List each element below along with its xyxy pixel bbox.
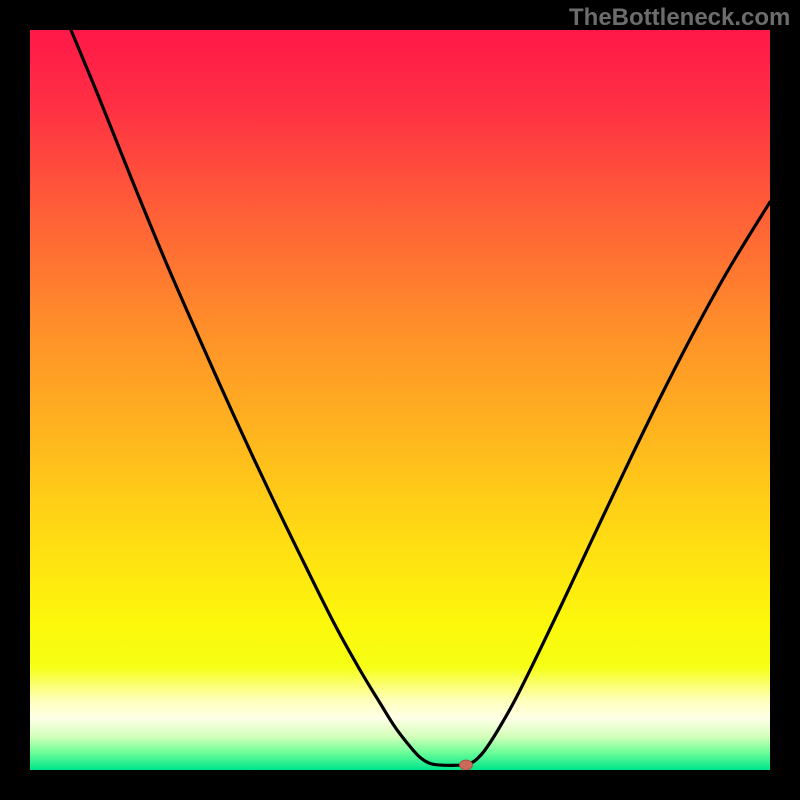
plot-area (30, 30, 770, 770)
optimum-marker (460, 760, 473, 770)
watermark-text: TheBottleneck.com (569, 4, 790, 32)
bottleneck-curve (30, 30, 770, 770)
